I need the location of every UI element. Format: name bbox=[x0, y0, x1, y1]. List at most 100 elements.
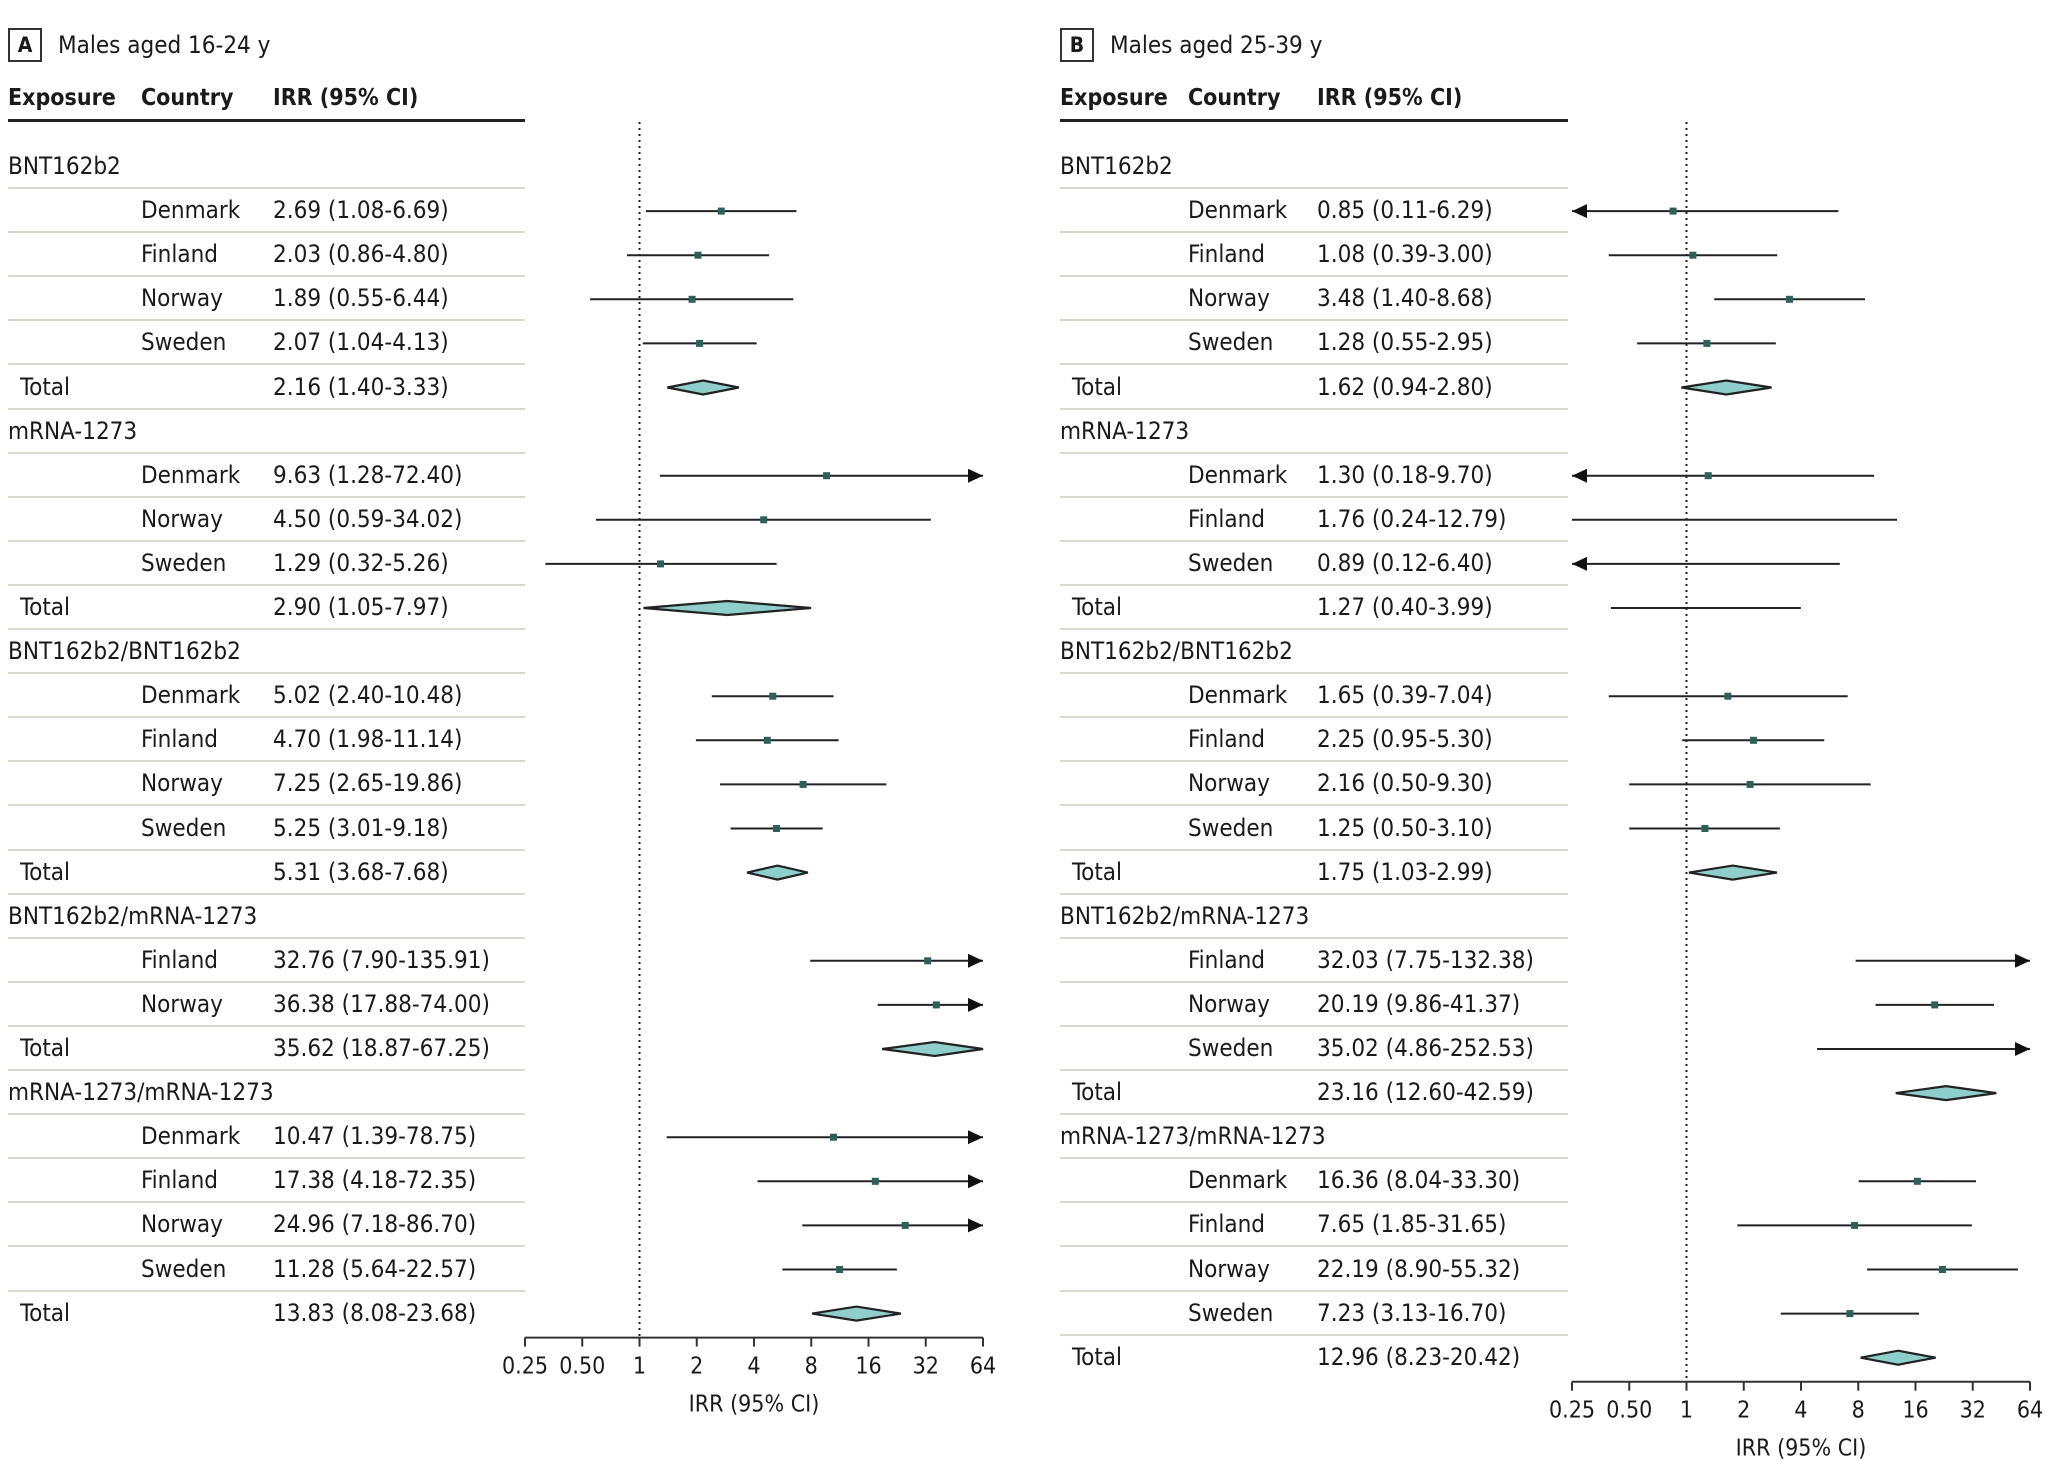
country-label: Finland bbox=[141, 945, 218, 974]
table-row: Sweden 1.28 (0.55-2.95) bbox=[1060, 321, 1568, 366]
point-estimate-marker bbox=[1746, 780, 1754, 788]
irr-value: 2.25 (0.95-5.30) bbox=[1317, 725, 1493, 754]
total-row: Total 13.83 (8.08-23.68) bbox=[8, 1292, 525, 1336]
table-row: Norway 7.25 (2.65-19.86) bbox=[8, 762, 525, 807]
table-row: Sweden 7.23 (3.13-16.70) bbox=[1060, 1292, 1568, 1336]
panel-b-title: B Males aged 25-39 y bbox=[1060, 27, 1322, 63]
panel-b-letter: B bbox=[1060, 28, 1094, 62]
irr-value: 35.62 (18.87-67.25) bbox=[273, 1034, 490, 1062]
summary-diamond bbox=[811, 1305, 902, 1322]
exposure-group-row: BNT162b2/BNT162b2 bbox=[8, 630, 525, 675]
country-label: Norway bbox=[1188, 769, 1270, 798]
arrow-left-icon bbox=[1572, 556, 1587, 571]
exposure-group-row: BNT162b2 bbox=[1060, 145, 1568, 189]
irr-value: 32.03 (7.75-132.38) bbox=[1317, 945, 1534, 974]
country-label: Sweden bbox=[1188, 813, 1274, 842]
x-axis-title: IRR (95% CI) bbox=[689, 1392, 820, 1418]
table-row: Finland 32.03 (7.75-132.38) bbox=[1060, 939, 1568, 983]
exposure-label: BNT162b2 bbox=[1060, 152, 1173, 180]
table-row: Denmark 10.47 (1.39-78.75) bbox=[8, 1115, 525, 1160]
panel-a: A Males aged 16-24 y Exposure Country IR… bbox=[8, 28, 996, 1418]
summary-diamond bbox=[643, 599, 812, 617]
country-label: Finland bbox=[1188, 240, 1265, 269]
total-label: Total bbox=[1072, 593, 1123, 621]
total-label: Total bbox=[1072, 372, 1123, 401]
x-axis-tick-label: 64 bbox=[970, 1354, 996, 1380]
point-estimate-marker bbox=[1749, 736, 1757, 744]
irr-value: 7.25 (2.65-19.86) bbox=[273, 769, 463, 798]
summary-diamond bbox=[1688, 864, 1778, 881]
country-label: Sweden bbox=[141, 813, 227, 842]
panel-b-subtitle: Males aged 25-39 y bbox=[1110, 31, 1323, 59]
table-row: Finland 1.08 (0.39-3.00) bbox=[1060, 233, 1568, 278]
total-row: Total 1.75 (1.03-2.99) bbox=[1060, 851, 1568, 895]
point-estimate-marker bbox=[901, 1221, 909, 1229]
x-axis-tick-label: 16 bbox=[1902, 1398, 1928, 1424]
panel-a-letter: A bbox=[8, 28, 42, 62]
panel-a-subtitle: Males aged 16-24 y bbox=[58, 31, 271, 59]
summary-diamond bbox=[881, 1040, 984, 1058]
header-irr: IRR (95% CI) bbox=[1317, 85, 1463, 111]
point-estimate-marker bbox=[769, 692, 777, 700]
x-axis-tick-label: 0.25 bbox=[1549, 1398, 1595, 1424]
exposure-group-row: BNT162b2/BNT162b2 bbox=[1060, 630, 1568, 675]
x-axis-tick-label: 1 bbox=[1680, 1398, 1693, 1424]
irr-value: 10.47 (1.39-78.75) bbox=[273, 1122, 477, 1151]
point-estimate-marker bbox=[829, 1133, 837, 1141]
point-estimate-marker bbox=[1846, 1310, 1854, 1318]
country-label: Finland bbox=[1188, 1210, 1265, 1239]
irr-value: 2.07 (1.04-4.13) bbox=[273, 328, 449, 357]
table-row: Sweden 1.29 (0.32-5.26) bbox=[8, 542, 525, 586]
table-row: Sweden 5.25 (3.01-9.18) bbox=[8, 807, 525, 851]
table-row: Finland 4.70 (1.98-11.14) bbox=[8, 718, 525, 763]
country-label: Denmark bbox=[141, 460, 241, 489]
irr-value: 0.89 (0.12-6.40) bbox=[1317, 548, 1493, 577]
irr-value: 23.16 (12.60-42.59) bbox=[1317, 1078, 1534, 1107]
table-row: Norway 24.96 (7.18-86.70) bbox=[8, 1203, 525, 1248]
total-label: Total bbox=[20, 372, 71, 401]
table-row: Norway 2.16 (0.50-9.30) bbox=[1060, 762, 1568, 807]
irr-value: 36.38 (17.88-74.00) bbox=[273, 989, 490, 1018]
total-row: Total 35.62 (18.87-67.25) bbox=[8, 1027, 525, 1071]
point-estimate-marker bbox=[823, 472, 831, 480]
total-row: Total 1.62 (0.94-2.80) bbox=[1060, 366, 1568, 410]
table-row: Norway 1.89 (0.55-6.44) bbox=[8, 277, 525, 322]
irr-value: 1.65 (0.39-7.04) bbox=[1317, 681, 1493, 710]
x-axis-tick-label: 8 bbox=[805, 1354, 818, 1380]
total-label: Total bbox=[20, 1298, 71, 1327]
point-estimate-marker bbox=[924, 957, 932, 965]
total-label: Total bbox=[1072, 857, 1123, 886]
table-row: Denmark 1.65 (0.39-7.04) bbox=[1060, 674, 1568, 719]
irr-value: 20.19 (9.86-41.37) bbox=[1317, 989, 1521, 1018]
table-row: Sweden 2.07 (1.04-4.13) bbox=[8, 321, 525, 366]
exposure-label: BNT162b2/BNT162b2 bbox=[8, 637, 241, 666]
country-label: Norway bbox=[141, 989, 223, 1018]
total-row: Total 23.16 (12.60-42.59) bbox=[1060, 1071, 1568, 1116]
x-axis-tick-label: 16 bbox=[855, 1354, 881, 1380]
point-estimate-marker bbox=[1724, 692, 1732, 700]
point-estimate-marker bbox=[657, 560, 665, 568]
exposure-group-row: mRNA-1273/mRNA-1273 bbox=[8, 1071, 525, 1116]
country-label: Sweden bbox=[141, 1254, 227, 1283]
irr-value: 2.90 (1.05-7.97) bbox=[273, 593, 449, 621]
x-axis-tick-label: 8 bbox=[1852, 1398, 1865, 1424]
country-label: Norway bbox=[141, 504, 223, 533]
arrow-left-icon bbox=[1572, 204, 1587, 219]
country-label: Denmark bbox=[141, 681, 241, 710]
point-estimate-marker bbox=[688, 295, 696, 303]
table-row: Sweden 0.89 (0.12-6.40) bbox=[1060, 542, 1568, 586]
irr-value: 2.16 (1.40-3.33) bbox=[273, 372, 449, 401]
point-estimate-marker bbox=[1689, 251, 1697, 259]
irr-value: 1.29 (0.32-5.26) bbox=[273, 548, 449, 577]
irr-value: 16.36 (8.04-33.30) bbox=[1317, 1166, 1521, 1195]
point-estimate-marker bbox=[717, 207, 725, 215]
irr-value: 5.25 (3.01-9.18) bbox=[273, 813, 449, 842]
irr-value: 1.62 (0.94-2.80) bbox=[1317, 372, 1493, 401]
point-estimate-marker bbox=[836, 1266, 844, 1273]
exposure-group-row: BNT162b2/mRNA-1273 bbox=[1060, 895, 1568, 939]
arrow-right-icon bbox=[2015, 1042, 2030, 1056]
exposure-label: BNT162b2/mRNA-1273 bbox=[1060, 901, 1310, 930]
irr-value: 1.27 (0.40-3.99) bbox=[1317, 593, 1493, 621]
country-label: Sweden bbox=[1188, 328, 1274, 357]
total-label: Total bbox=[1072, 1342, 1123, 1371]
